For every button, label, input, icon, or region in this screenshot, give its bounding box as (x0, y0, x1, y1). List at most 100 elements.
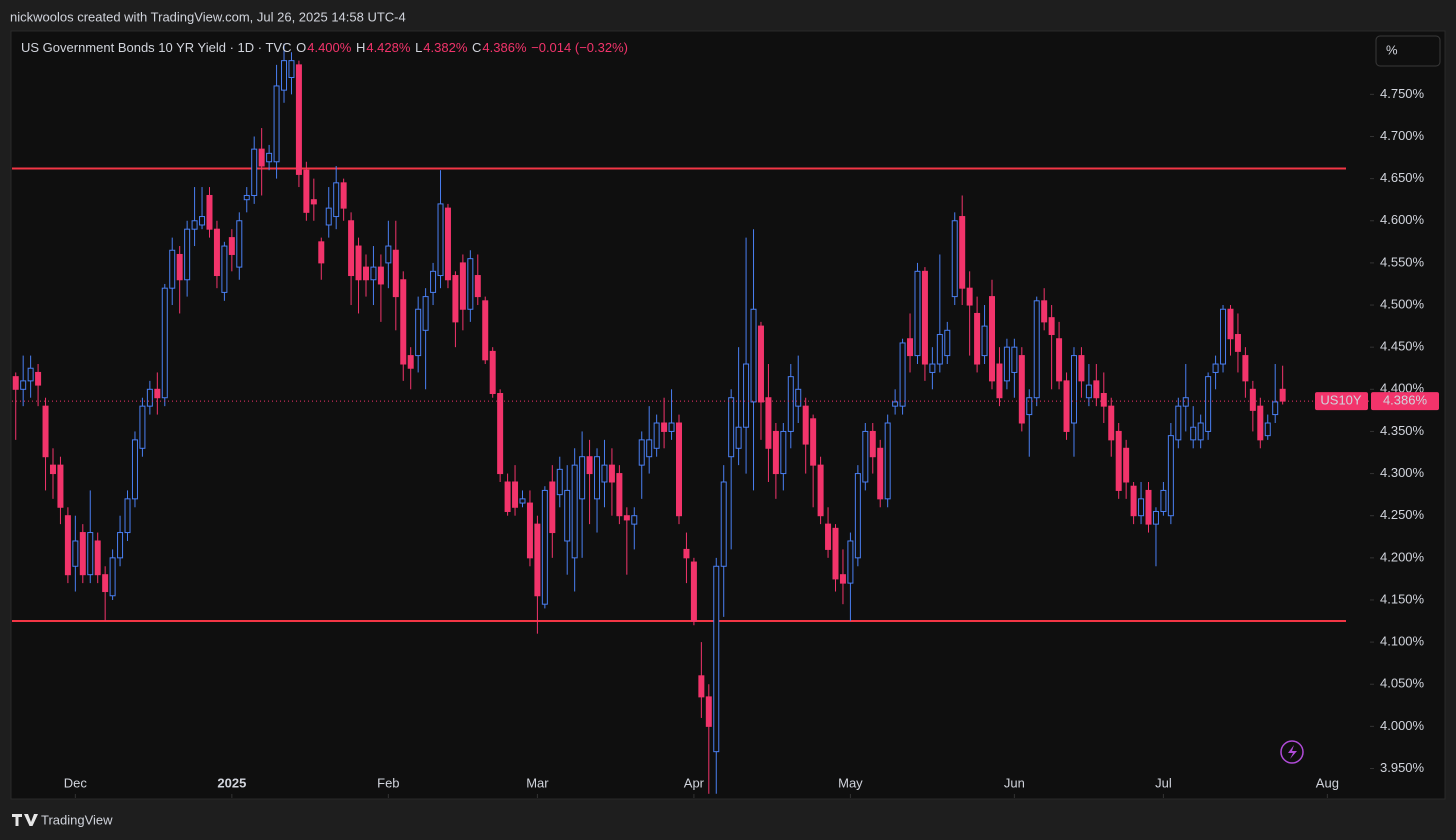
candle-body (914, 270, 921, 357)
scale-button-label[interactable]: % (1386, 42, 1398, 57)
candle-body (184, 228, 191, 281)
candle-body (504, 481, 511, 512)
candle-body (243, 194, 250, 201)
candle-body (862, 430, 869, 483)
candle-body (444, 207, 451, 281)
candle-body (1033, 300, 1040, 399)
y-tick-label: 4.350% (1380, 423, 1425, 438)
candle-body (35, 371, 42, 386)
candle-body (623, 515, 630, 521)
candle-body (333, 182, 340, 218)
candle-body (854, 473, 861, 559)
alert-icon[interactable] (1280, 740, 1304, 764)
x-tick-label: May (838, 775, 863, 790)
candle-body (839, 574, 846, 584)
candle-body (810, 418, 817, 466)
candle-body (720, 481, 727, 567)
y-tick-label: 4.300% (1380, 465, 1425, 480)
candle-body (616, 473, 623, 517)
ohlc-letter: L (415, 40, 423, 55)
candle-body (795, 388, 802, 407)
candle-body (1145, 489, 1152, 525)
candle-body (832, 527, 839, 580)
candle-body (1212, 363, 1219, 373)
candle-body (705, 696, 712, 727)
x-tick-label: Aug (1316, 775, 1339, 790)
candle-body (1093, 380, 1100, 399)
candle-body (631, 515, 638, 525)
candle-body (519, 498, 526, 504)
candle-body (340, 182, 347, 209)
candle-body (400, 279, 407, 365)
candle-body (303, 169, 310, 213)
candle-body (713, 565, 720, 753)
candle-body (452, 275, 459, 323)
y-tick-label: 4.650% (1380, 170, 1425, 185)
y-tick-label: 3.950% (1380, 760, 1425, 775)
candle-body (169, 249, 176, 289)
candle-body (94, 540, 101, 576)
symbol-label: US10Y (1320, 393, 1362, 408)
chart-panel (10, 30, 1446, 800)
scale-button[interactable] (1375, 35, 1441, 67)
candle-body (139, 405, 146, 449)
candle-body (221, 245, 228, 293)
candle-body (1205, 376, 1212, 432)
x-tick-label: Mar (526, 775, 549, 790)
x-tick-label: 2025 (217, 775, 246, 790)
candle-body (191, 220, 198, 230)
candle-body (608, 464, 615, 483)
candle-body (512, 481, 519, 508)
y-tick-label: 4.050% (1380, 676, 1425, 691)
candle-body (959, 216, 966, 289)
candle-body (273, 85, 280, 163)
candle-body (206, 194, 213, 230)
candle-body (564, 489, 571, 542)
candle-body (377, 266, 384, 285)
candle-body (1279, 388, 1286, 402)
candle-body (735, 426, 742, 449)
candle-body (981, 325, 988, 357)
ohlc-value: 4.400% (307, 40, 352, 55)
plot (12, 43, 1346, 794)
candle-body (1056, 338, 1063, 382)
candle-body (228, 237, 235, 255)
candle-body (1264, 422, 1271, 437)
candle-body (892, 401, 899, 407)
candle-body (1041, 300, 1048, 323)
candle-body (817, 464, 824, 517)
candle-body (668, 422, 675, 432)
candle-body (1167, 435, 1174, 517)
candle-body (966, 287, 973, 306)
candle-body (676, 422, 682, 517)
candle-body (1115, 430, 1122, 491)
candle-body (1175, 405, 1182, 441)
candle-body (1249, 388, 1256, 411)
y-tick-label: 4.450% (1380, 339, 1425, 354)
candle-body (288, 60, 295, 79)
candle-body (936, 334, 943, 365)
candle-body (146, 388, 153, 407)
candle-body (117, 532, 124, 559)
candle-body (1234, 334, 1241, 352)
candle-body (1227, 308, 1234, 340)
candle-body (49, 464, 56, 475)
candle-body (1048, 317, 1055, 336)
ohlc-value: 4.428% (366, 40, 411, 55)
ohlc-value: 4.382% (423, 40, 468, 55)
candle-body (825, 523, 832, 550)
candle-body (549, 481, 556, 534)
candle-body (743, 363, 750, 428)
candle-body (1220, 308, 1227, 365)
candle-body (757, 325, 764, 403)
candle-body (750, 308, 757, 403)
candle-body (772, 430, 779, 475)
candle-body (459, 262, 466, 310)
candle-body (1070, 355, 1077, 424)
candle-body (281, 60, 288, 91)
candle-body (161, 287, 168, 399)
candle-body (12, 376, 19, 390)
candle-body (325, 207, 332, 226)
